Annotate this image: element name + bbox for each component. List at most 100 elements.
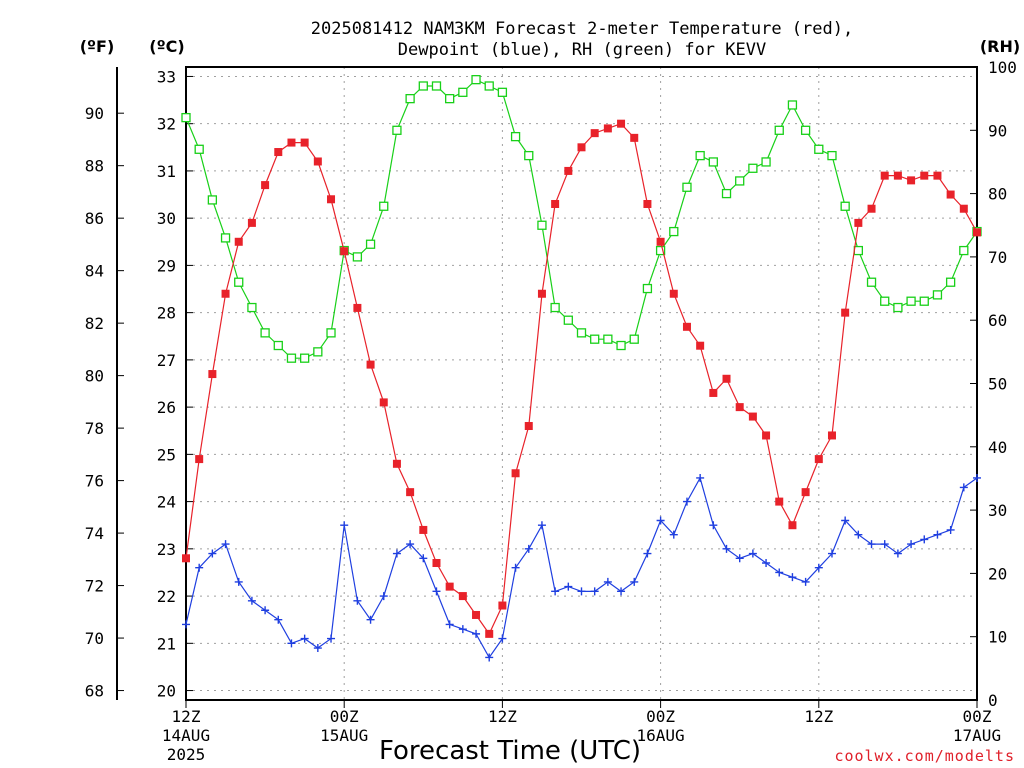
rh-point	[537, 220, 547, 230]
dewpoint-point	[247, 596, 256, 605]
dewpoint-point	[814, 563, 823, 572]
rh-axis-unit: (RH)	[980, 37, 1020, 56]
temperature-point	[920, 171, 929, 180]
fahrenheit-tick-label: 84	[85, 262, 104, 281]
rh-point	[273, 340, 283, 351]
dewpoint-point	[946, 525, 955, 534]
temperature-point	[867, 204, 876, 213]
fahrenheit-tick-label: 80	[85, 367, 104, 386]
temperature-point	[195, 455, 204, 464]
dewpoint-point	[208, 549, 217, 558]
rh-tick-label: 60	[988, 311, 1007, 330]
rh-axis: 0 10 20 30 40 50 60 70 80 90 100	[970, 58, 1017, 710]
temperature-point	[511, 469, 520, 478]
temperature-point	[498, 601, 507, 610]
fahrenheit-axis-unit: (ºF)	[80, 37, 115, 56]
rh-point	[299, 353, 310, 363]
celsius-tick-label: 25	[157, 445, 176, 464]
temperature-point	[445, 582, 454, 591]
dewpoint-point	[564, 582, 573, 591]
rh-point	[313, 347, 323, 357]
dewpoint-point	[867, 540, 876, 549]
temperature-point	[313, 157, 322, 166]
dewpoint-point	[617, 587, 626, 596]
celsius-tick-label: 30	[157, 209, 176, 228]
dewpoint-point	[472, 629, 481, 638]
rh-point	[194, 144, 204, 154]
rh-point	[590, 334, 600, 344]
temperature-point	[617, 119, 626, 128]
dewpoint-point	[195, 563, 204, 572]
rh-point	[234, 277, 244, 287]
rh-point	[959, 245, 969, 256]
rh-point	[352, 252, 363, 262]
rh-point	[484, 81, 494, 91]
dewpoint-point	[788, 573, 797, 582]
dewpoint-point	[709, 521, 718, 530]
rh-point	[932, 290, 943, 300]
time-tick-label: 17AUG	[953, 726, 1001, 745]
dewpoint-point	[854, 530, 863, 539]
series-layer	[181, 75, 982, 662]
temperature-point	[379, 398, 388, 407]
temperature-point	[880, 171, 889, 180]
rh-point	[840, 201, 850, 211]
time-tick-label: 00Z	[963, 707, 992, 726]
dewpoint-point	[432, 587, 441, 596]
temperature-point	[327, 195, 336, 204]
celsius-tick-label: 24	[157, 493, 176, 512]
rh-tick-label: 50	[988, 375, 1007, 394]
dewpoint-point	[327, 634, 336, 643]
rh-point	[814, 144, 824, 154]
rh-point	[800, 125, 811, 135]
rh-point	[365, 239, 376, 249]
temperature-point	[696, 341, 705, 350]
x-axis-label: Forecast Time (UTC)	[379, 736, 641, 766]
dewpoint-point	[973, 473, 981, 482]
dewpoint-line	[185, 476, 978, 659]
dewpoint-point	[524, 544, 533, 553]
temperature-point	[801, 488, 810, 497]
rh-point	[445, 94, 455, 104]
rh-point	[207, 195, 218, 205]
temperature-point	[854, 218, 863, 227]
rh-point	[695, 150, 705, 161]
rh-point	[563, 315, 573, 325]
dewpoint-point	[590, 587, 599, 596]
dewpoint-point	[313, 644, 322, 653]
rh-point	[735, 176, 745, 186]
temperature-point	[406, 488, 415, 497]
dewpoint-point	[682, 497, 691, 506]
dewpoint-point	[656, 516, 665, 525]
grid-lines	[186, 67, 977, 700]
dewpoint-point	[287, 639, 296, 648]
temperature-point	[458, 592, 467, 601]
time-tick-label: 12Z	[172, 707, 201, 726]
temperature-point	[274, 148, 283, 157]
rh-point	[603, 334, 613, 344]
dewpoint-point	[880, 540, 889, 549]
temperature-point	[959, 204, 968, 213]
rh-series	[181, 75, 982, 363]
dewpoint-point	[603, 577, 612, 586]
rh-point	[220, 233, 231, 243]
rh-point	[669, 226, 679, 237]
rh-point	[893, 302, 903, 313]
dewpoint-point	[893, 549, 902, 558]
fahrenheit-tick-label: 72	[85, 577, 104, 596]
rh-point	[866, 277, 877, 287]
rh-point	[748, 163, 758, 173]
rh-point	[761, 157, 771, 167]
fahrenheit-tick-label: 68	[85, 682, 104, 701]
temperature-point	[234, 237, 243, 246]
temperature-point	[643, 199, 652, 208]
temperature-point	[419, 525, 428, 534]
temperature-point	[893, 171, 902, 180]
celsius-tick-label: 33	[157, 67, 176, 86]
dewpoint-point	[630, 577, 639, 586]
rh-point	[418, 81, 428, 91]
rh-point	[708, 157, 718, 167]
fahrenheit-tick-label: 90	[85, 104, 104, 123]
dewpoint-point	[959, 483, 968, 492]
